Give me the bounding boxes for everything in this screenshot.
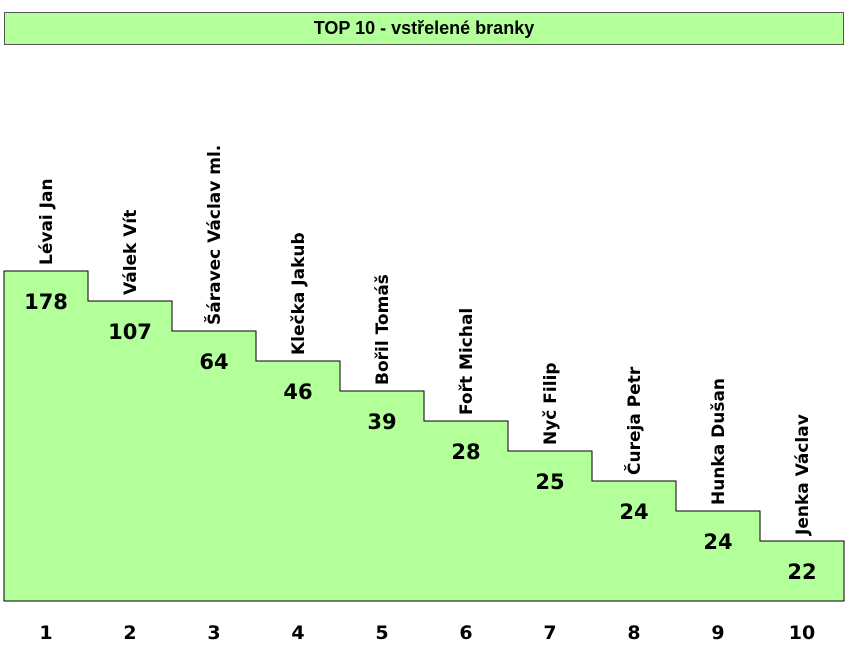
player-name-label: Fořt Michal xyxy=(457,308,477,415)
player-name-label: Čureja Petr xyxy=(623,366,645,475)
rank-label: 9 xyxy=(711,622,724,644)
value-label: 107 xyxy=(108,320,152,344)
value-label: 24 xyxy=(703,530,732,554)
rank-label: 7 xyxy=(543,622,556,644)
player-name-label: Jenka Václav xyxy=(793,414,813,536)
rank-label: 1 xyxy=(39,622,52,644)
value-label: 46 xyxy=(283,380,312,404)
value-label: 64 xyxy=(199,350,228,374)
rank-label: 6 xyxy=(459,622,472,644)
value-label: 178 xyxy=(24,290,68,314)
rank-label: 2 xyxy=(123,622,136,644)
player-name-label: Šáravec Václav ml. xyxy=(203,145,225,325)
player-name-label: Klečka Jakub xyxy=(289,232,309,355)
staircase-area xyxy=(3,270,845,602)
player-name-label: Bořil Tomáš xyxy=(373,274,393,385)
player-name-label: Hunka Dušan xyxy=(709,378,729,505)
rank-label: 8 xyxy=(627,622,640,644)
value-label: 22 xyxy=(787,560,816,584)
value-label: 24 xyxy=(619,500,648,524)
chart-title: TOP 10 - vstřelené branky xyxy=(4,12,844,45)
rank-label: 10 xyxy=(789,622,815,644)
player-name-label: Nyč Filip xyxy=(541,362,561,445)
player-name-label: Lévai Jan xyxy=(37,178,57,265)
rank-label: 3 xyxy=(207,622,220,644)
rank-label: 4 xyxy=(291,622,304,644)
player-name-label: Válek Vít xyxy=(121,210,141,295)
value-label: 28 xyxy=(451,440,480,464)
value-label: 39 xyxy=(367,410,396,434)
value-label: 25 xyxy=(535,470,564,494)
rank-label: 5 xyxy=(375,622,388,644)
